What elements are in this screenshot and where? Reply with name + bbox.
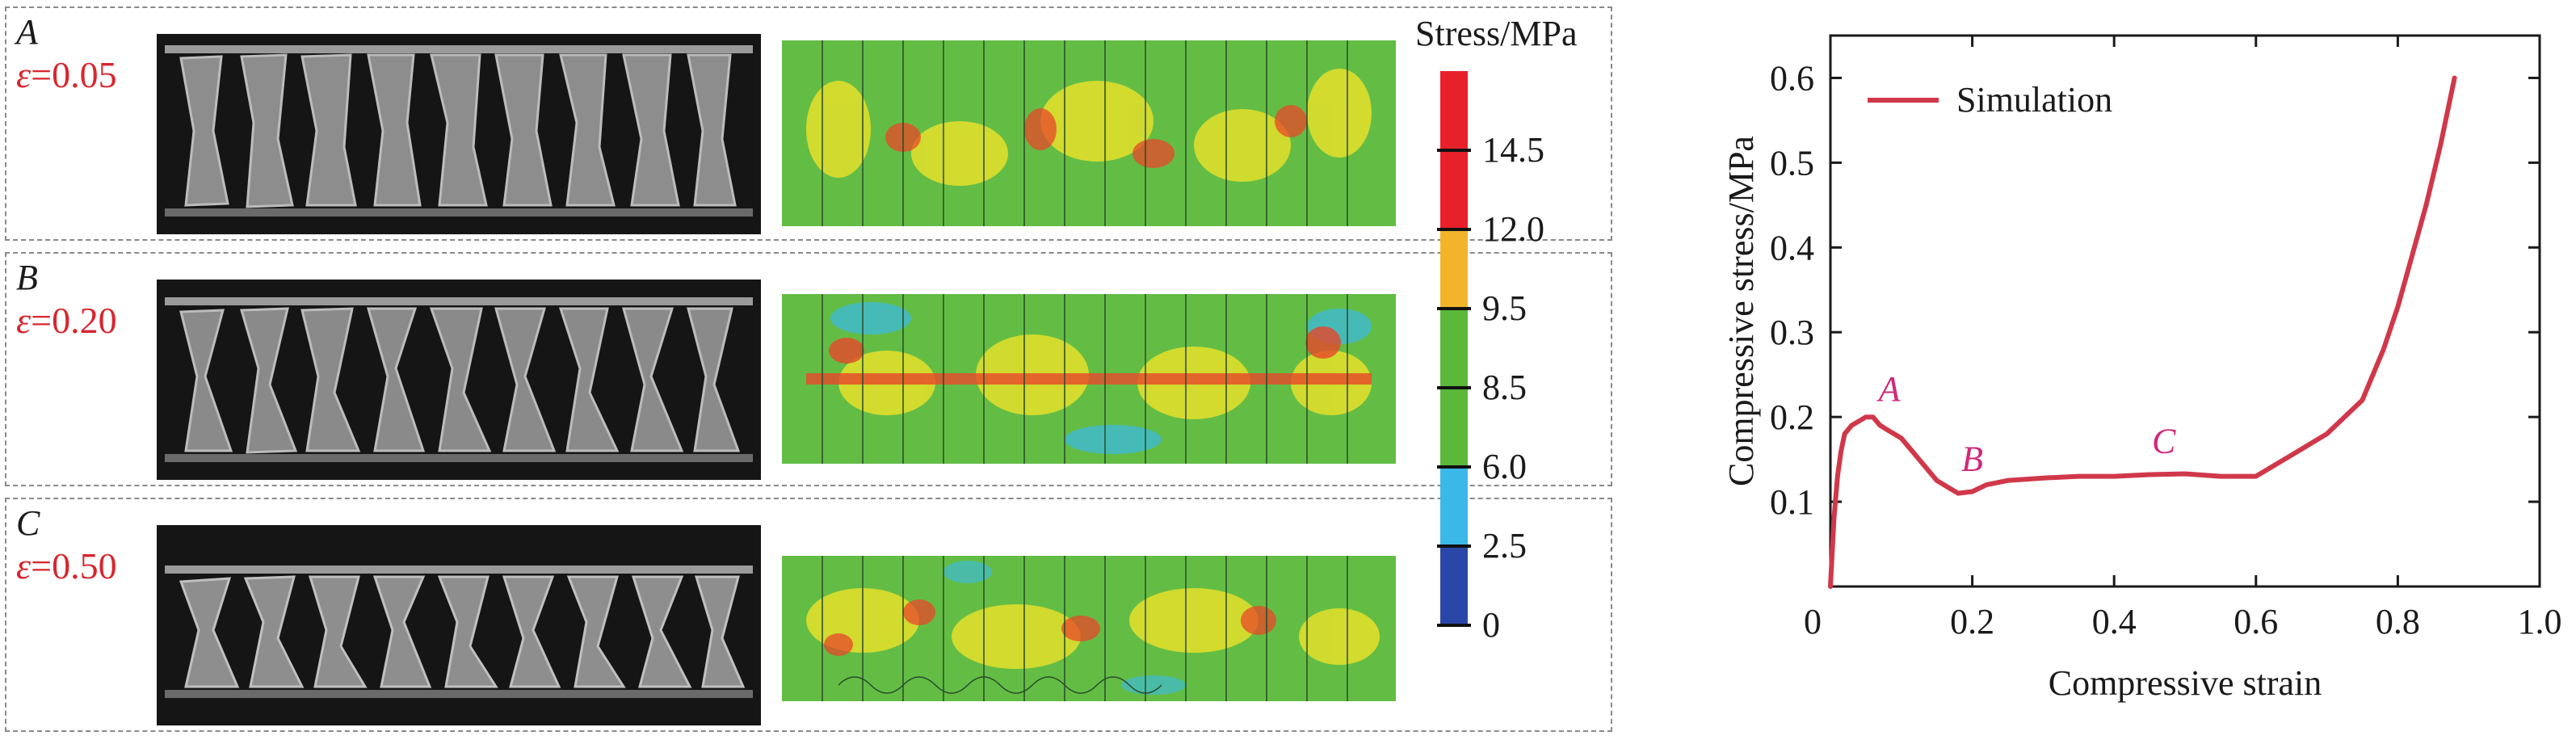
x-tick-label: 0.8 (2376, 602, 2420, 641)
specimen-photo (157, 525, 761, 725)
colorbar-segment (1440, 150, 1468, 229)
plot-frame (1829, 34, 2541, 588)
colorbar-segment (1440, 71, 1468, 150)
colorbar-tick-mark (1437, 465, 1471, 469)
panel-c: C ε=0.50 (5, 498, 1612, 732)
colorbar-tick-mark (1437, 228, 1471, 231)
y-axis-label: Compressive stress/MPa (1721, 136, 1761, 486)
x-tick-label: 0.2 (1950, 602, 1994, 641)
specimen-photo (157, 280, 761, 480)
colorbar-tick-label: 2.5 (1482, 526, 1527, 566)
x-tick-label: 0.4 (2092, 602, 2137, 641)
x-axis-label: Compressive strain (2049, 663, 2322, 703)
colorbar-segment (1440, 229, 1468, 309)
colorbar-segment (1440, 309, 1468, 388)
colorbar-tick-mark (1437, 149, 1471, 152)
x-tick-label: 0 (1804, 602, 1822, 641)
point-annotation-a: A (1876, 369, 1902, 409)
simulation-contour (782, 294, 1396, 464)
y-tick-label: 0.2 (1770, 397, 1814, 437)
colorbar-tick-label: 9.5 (1482, 288, 1527, 328)
strain-label: ε=0.05 (16, 54, 117, 95)
y-tick-label: 0.6 (1770, 58, 1814, 98)
x-tick-label: 1.0 (2518, 602, 2562, 641)
colorbar-segment (1440, 546, 1468, 625)
point-annotation-b: B (1961, 439, 1983, 478)
colorbar (1440, 71, 1468, 625)
panel-b: B ε=0.20 (5, 252, 1612, 486)
colorbar-tick-mark (1437, 307, 1471, 310)
stress-strain-chart: 0 0.2 0.4 0.6 0.8 1.00.10.20.30.40.50.6Compre… (1721, 34, 2562, 703)
colorbar-tick-label: 8.5 (1482, 368, 1527, 407)
colorbar-tick-label: 14.5 (1482, 130, 1544, 170)
colorbar-tick-label: 12.0 (1482, 209, 1544, 249)
colorbar-tick-mark (1437, 544, 1471, 548)
colorbar-title: Stress/MPa (1415, 14, 1578, 53)
strain-label: ε=0.50 (16, 545, 117, 587)
simulation-contour (782, 556, 1396, 701)
panel-label: B (16, 258, 38, 297)
simulation-contour (782, 40, 1396, 226)
y-tick-label: 0.3 (1770, 313, 1814, 352)
y-tick-label: 0.4 (1770, 228, 1814, 267)
panel-label: A (16, 12, 38, 52)
colorbar-segment (1440, 467, 1468, 546)
x-tick-label: 0.6 (2234, 602, 2278, 641)
specimen-photo (157, 34, 761, 234)
colorbar-tick-label: 0 (1482, 605, 1500, 645)
legend-label: Simulation (1956, 80, 2112, 120)
colorbar-segment (1440, 388, 1468, 467)
panel-a: A ε=0.05 (5, 6, 1612, 241)
panel-label: C (16, 503, 40, 543)
colorbar-tick-mark (1437, 386, 1471, 389)
colorbar-tick-label: 6.0 (1482, 447, 1527, 486)
y-tick-label: 0.1 (1770, 482, 1814, 522)
y-tick-label: 0.5 (1770, 143, 1814, 183)
series-line-simulation (1828, 75, 2457, 589)
point-annotation-c: C (2152, 421, 2176, 460)
strain-label: ε=0.20 (16, 300, 117, 341)
colorbar-tick-mark (1437, 624, 1471, 627)
